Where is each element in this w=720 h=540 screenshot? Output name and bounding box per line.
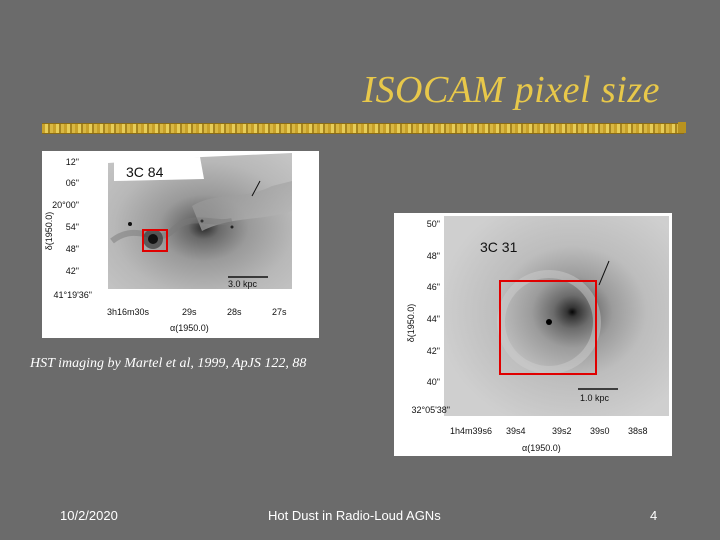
footer-text: Hot Dust in Radio-Loud AGNs xyxy=(268,508,441,523)
y-tick-3c84: 06" xyxy=(66,178,79,188)
x-tick-3c31: 39s0 xyxy=(590,426,610,436)
scale-bar-3c31: 1.0 kpc xyxy=(580,393,610,403)
x-tick-3c84: 3h16m30s xyxy=(107,307,150,317)
isocam-pixel-box-3c84 xyxy=(142,229,168,252)
x-axis-label-3c84: α(1950.0) xyxy=(170,323,209,333)
x-tick-3c84: 28s xyxy=(227,307,242,317)
image-3c84-label: 3C 84 xyxy=(126,164,164,180)
y-axis-label-3c31: δ(1950.0) xyxy=(406,304,416,343)
y-tick-3c31: 48" xyxy=(427,251,440,261)
x-axis-label-3c31: α(1950.0) xyxy=(522,443,561,453)
image-caption: HST imaging by Martel et al, 1999, ApJS … xyxy=(30,356,307,371)
y-tick-3c84: 48" xyxy=(66,244,79,254)
x-tick-3c31: 39s2 xyxy=(552,426,572,436)
title-divider xyxy=(42,122,686,134)
x-tick-3c31: 38s8 xyxy=(628,426,648,436)
footer-date: 10/2/2020 xyxy=(60,508,118,523)
slide-title: ISOCAM pixel size xyxy=(362,69,660,111)
y-tick-3c31: 40" xyxy=(427,377,440,387)
y-tick-3c31: 44" xyxy=(427,314,440,324)
isocam-pixel-box-3c31 xyxy=(499,280,597,375)
y-tick-3c84: 20°00" xyxy=(52,200,79,210)
y-tick-3c31: 50" xyxy=(427,219,440,229)
page-number: 4 xyxy=(650,508,658,523)
y-tick-3c31: 32°05'38" xyxy=(411,405,450,415)
x-tick-3c31: 1h4m39s6 xyxy=(450,426,492,436)
y-tick-3c31: 42" xyxy=(427,346,440,356)
x-tick-3c84: 27s xyxy=(272,307,287,317)
y-tick-3c84: 54" xyxy=(66,222,79,232)
y-tick-3c84: 42" xyxy=(66,266,79,276)
x-tick-3c31: 39s4 xyxy=(506,426,526,436)
image-3c31: 3C 31 1.0 kpc 50" 48" 46" 44" 42" 40" 32… xyxy=(394,213,672,456)
y-tick-3c84: 41°19'36" xyxy=(53,290,92,300)
y-axis-label-3c84: δ(1950.0) xyxy=(44,212,54,251)
y-tick-3c84: 12" xyxy=(66,157,79,167)
image-3c31-label: 3C 31 xyxy=(480,239,518,255)
image-3c84: 3C 84 3.0 kpc 12" 06" 20°00" 54" 48" 42"… xyxy=(42,151,319,338)
x-tick-3c84: 29s xyxy=(182,307,197,317)
scale-bar-3c84: 3.0 kpc xyxy=(228,279,258,289)
y-tick-3c31: 46" xyxy=(427,282,440,292)
